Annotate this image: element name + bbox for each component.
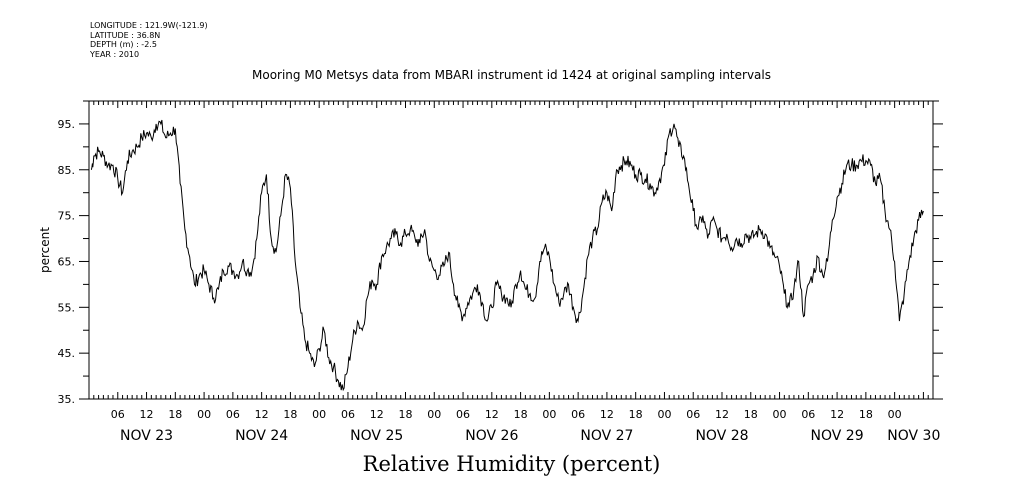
x-day-label: NOV 26 xyxy=(465,428,518,444)
x-tick-label: 06 xyxy=(226,408,240,421)
x-day-label: NOV 25 xyxy=(350,428,403,444)
x-tick-label: 06 xyxy=(571,408,585,421)
x-day-label: NOV 30 xyxy=(887,428,940,444)
x-tick-label: 18 xyxy=(283,408,297,421)
x-tick-label: 12 xyxy=(255,408,269,421)
x-tick-label: 12 xyxy=(370,408,384,421)
x-day-label: NOV 29 xyxy=(811,428,864,444)
x-tick-label: 18 xyxy=(168,408,182,421)
chart-title: Mooring M0 Metsys data from MBARI instru… xyxy=(252,68,771,82)
y-tick-label: 65. xyxy=(58,255,76,268)
x-tick-label: 12 xyxy=(600,408,614,421)
x-tick-label: 00 xyxy=(888,408,902,421)
x-tick-label: 12 xyxy=(140,408,154,421)
x-day-label: NOV 27 xyxy=(580,428,633,444)
x-axis-label: Relative Humidity (percent) xyxy=(362,452,661,476)
x-tick-label: 00 xyxy=(427,408,441,421)
x-day-label: NOV 28 xyxy=(695,428,748,444)
metadata-block: LONGITUDE : 121.9W(-121.9) LATITUDE : 36… xyxy=(90,21,208,59)
x-day-labels: NOV 23 NOV 24 NOV 25 NOV 26 NOV 27 NOV 28 NOV … xyxy=(120,428,940,444)
y-tick-label: 95. xyxy=(58,118,76,131)
y-tick-label: 55. xyxy=(58,301,76,314)
x-tick-label: 06 xyxy=(111,408,125,421)
y-tick-labels: 95. 85. 75. 65. 55. 45. 35. xyxy=(58,118,76,406)
y-tick-label: 35. xyxy=(58,393,76,406)
x-tick-label: 18 xyxy=(744,408,758,421)
x-tick-label: 00 xyxy=(312,408,326,421)
axis-ticks xyxy=(79,100,943,400)
x-tick-label: 06 xyxy=(341,408,355,421)
x-tick-label: 12 xyxy=(715,408,729,421)
x-tick-labels: 06 12 18 00 06 12 18 00 06 12 18 00 06 12 18 00 06 12 18 00… xyxy=(111,408,902,421)
x-tick-label: 00 xyxy=(773,408,787,421)
humidity-series-line xyxy=(90,119,924,392)
meta-year: YEAR : 2010 xyxy=(90,49,140,59)
x-tick-label: 18 xyxy=(629,408,643,421)
x-tick-label: 18 xyxy=(859,408,873,421)
meta-longitude: LONGITUDE : 121.9W(-121.9) xyxy=(90,21,208,30)
x-tick-label: 18 xyxy=(514,408,528,421)
y-axis-label: percent xyxy=(38,227,52,273)
x-day-label: NOV 23 xyxy=(120,428,173,444)
x-tick-label: 18 xyxy=(399,408,413,421)
x-tick-label: 06 xyxy=(686,408,700,421)
x-tick-label: 12 xyxy=(485,408,499,421)
y-tick-label: 85. xyxy=(58,164,76,177)
x-tick-label: 06 xyxy=(801,408,815,421)
meta-depth: DEPTH (m) : -2.5 xyxy=(90,40,157,49)
x-tick-label: 00 xyxy=(657,408,671,421)
y-tick-label: 45. xyxy=(58,347,76,360)
meta-latitude: LATITUDE : 36.8N xyxy=(90,30,161,40)
x-tick-label: 06 xyxy=(456,408,470,421)
x-tick-label: 12 xyxy=(830,408,844,421)
y-tick-label: 75. xyxy=(58,210,76,223)
x-tick-label: 00 xyxy=(197,408,211,421)
plot-frame xyxy=(88,100,934,400)
x-day-label: NOV 24 xyxy=(235,428,288,444)
x-tick-label: 00 xyxy=(542,408,556,421)
